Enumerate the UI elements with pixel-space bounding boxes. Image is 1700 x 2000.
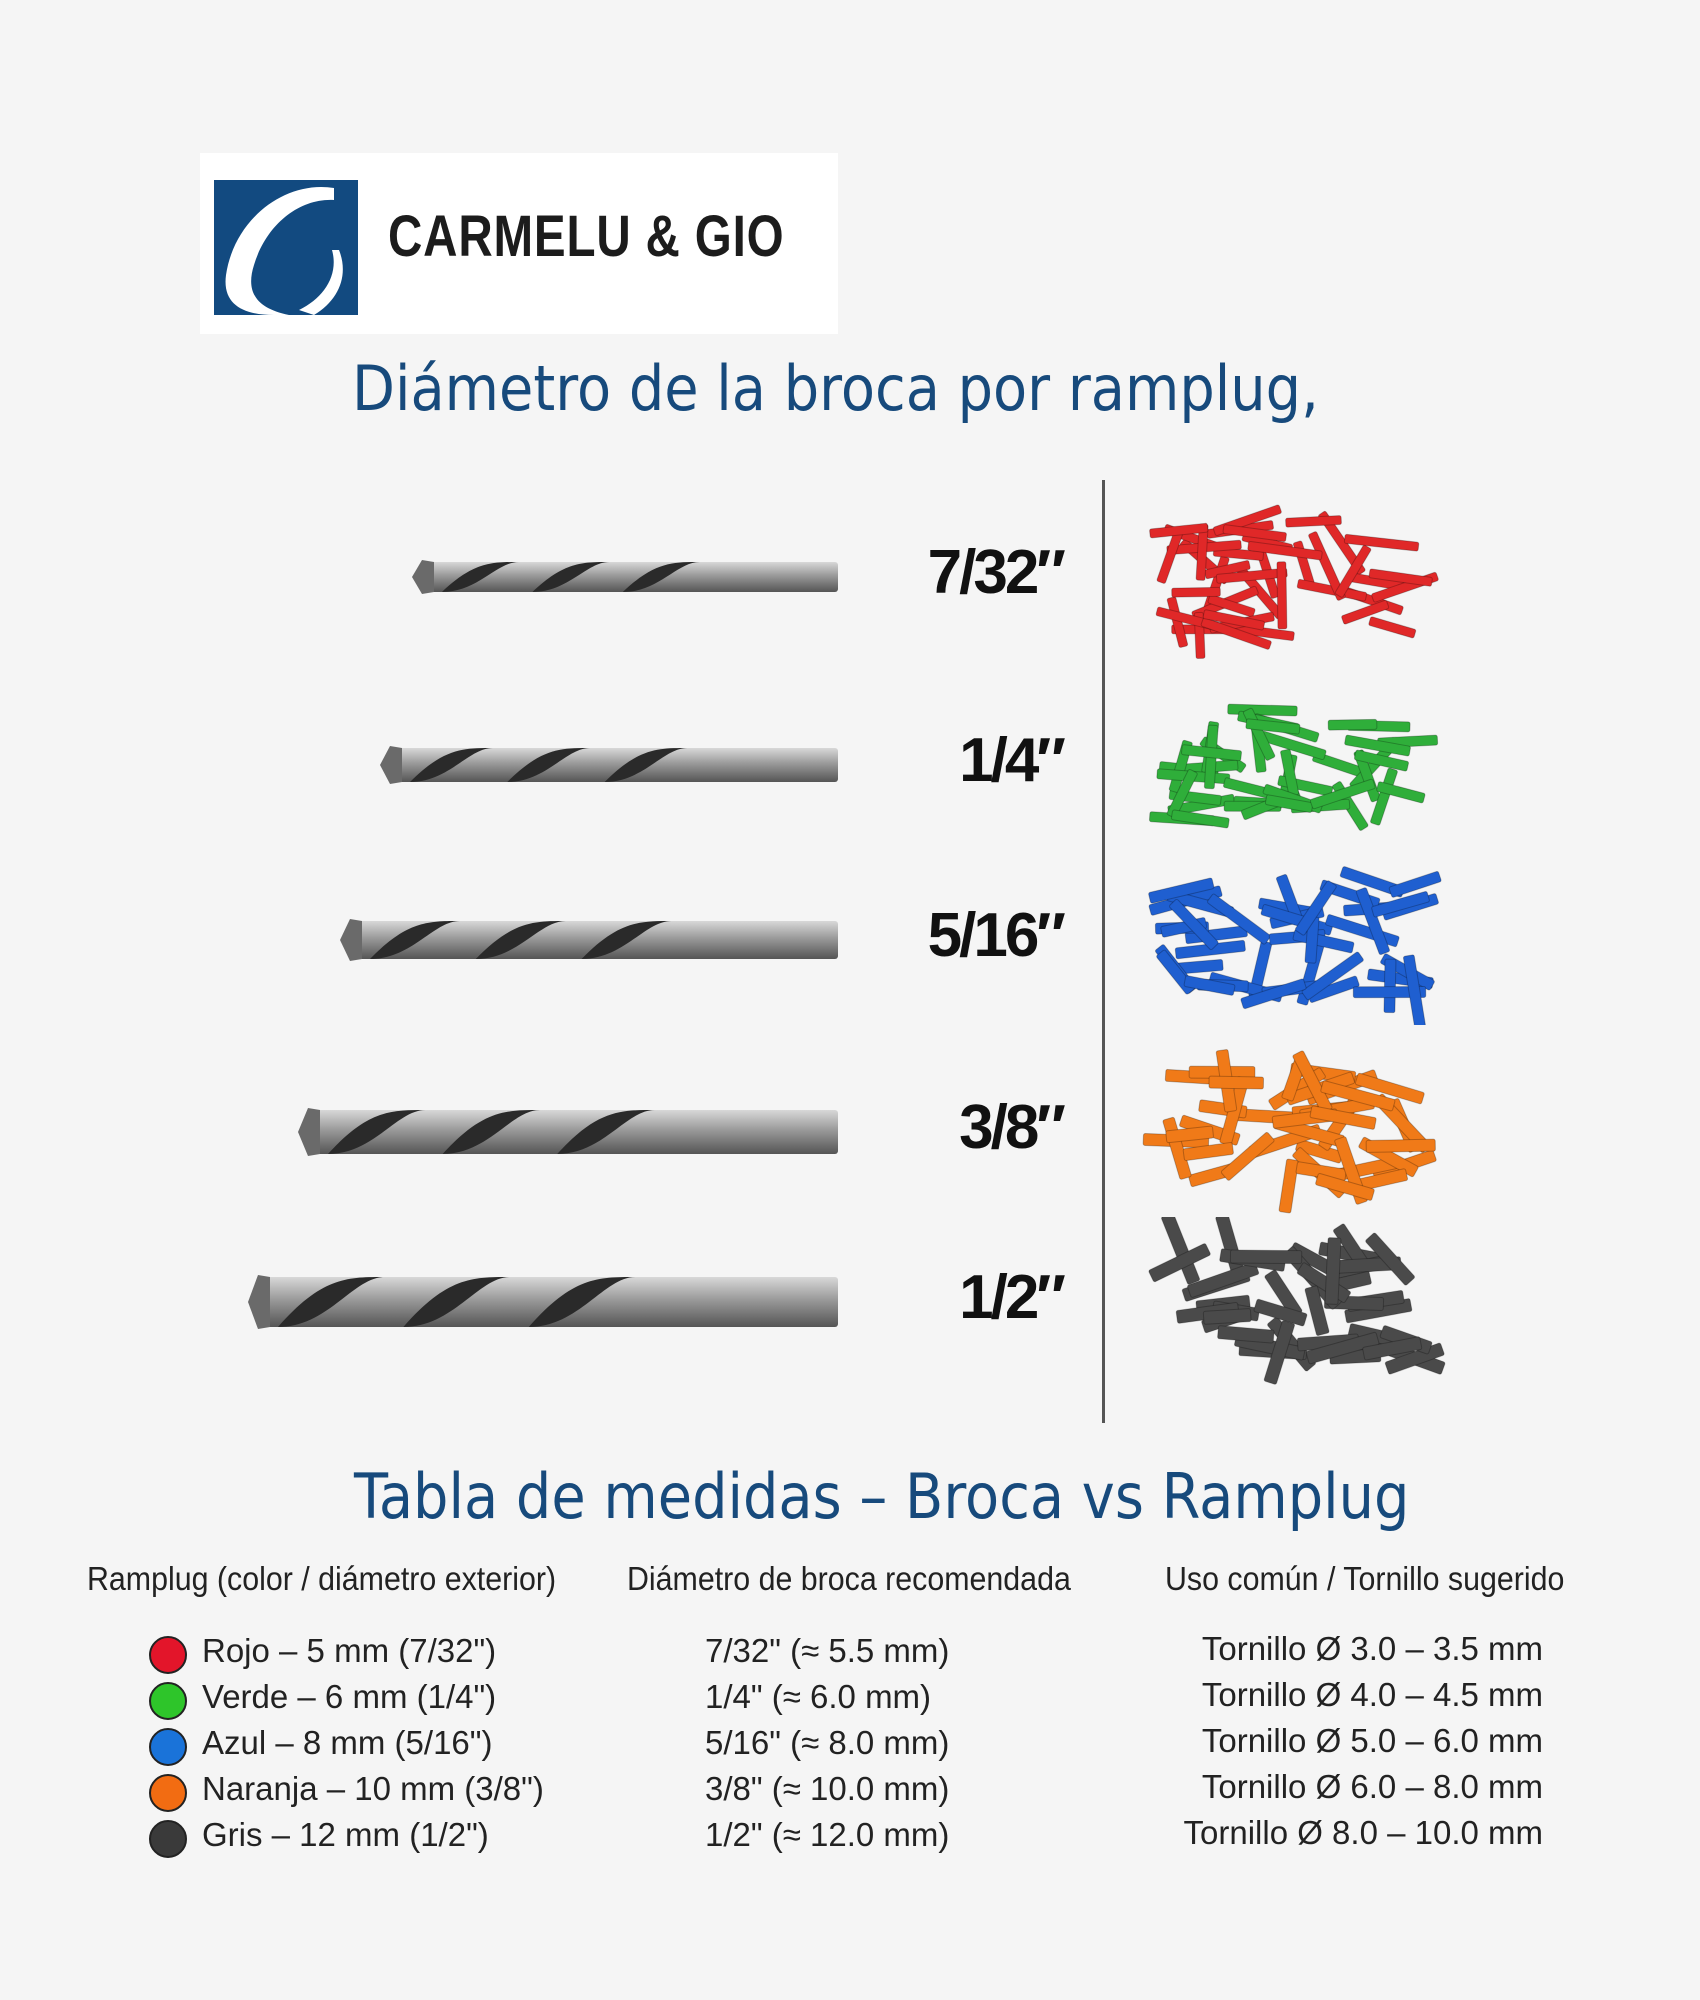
logo-c-mark-icon	[214, 180, 358, 315]
drill-size-label: 5/16″	[927, 901, 1066, 970]
broca-cell: 7/32" (≈ 5.5 mm)	[705, 1632, 950, 1669]
drill-bit-icon	[412, 560, 838, 594]
drill-bit-icon	[248, 1275, 838, 1329]
brand-name: CARMELU & GIO	[388, 204, 785, 269]
brand-logo: CARMELU & GIO	[200, 153, 838, 334]
ramplug-pile-icon	[1142, 1049, 1437, 1214]
ramplug-cell: Rojo – 5 mm (7/32")	[202, 1632, 497, 1669]
tornillo-cell: Tornillo Ø 3.0 – 3.5 mm	[1201, 1630, 1543, 1667]
drill-size-label: 3/8″	[959, 1093, 1066, 1162]
ramplug-pile-icon	[1148, 1217, 1446, 1385]
table-title: Tabla de medidas – Broca vs Ramplug	[354, 1460, 1410, 1533]
table-row: Azul – 8 mm (5/16") 5/16" (≈ 8.0 mm) Tor…	[0, 1722, 1700, 1770]
drill-size-label: 7/32″	[927, 538, 1066, 607]
ramplug-cell: Gris – 12 mm (1/2")	[202, 1816, 489, 1853]
drill-bit-icon	[380, 746, 838, 784]
table-row: Naranja – 10 mm (3/8") 3/8" (≈ 10.0 mm) …	[0, 1768, 1700, 1816]
broca-cell: 5/16" (≈ 8.0 mm)	[705, 1724, 950, 1761]
tornillo-cell: Tornillo Ø 8.0 – 10.0 mm	[1183, 1814, 1544, 1851]
drill-bit-icon	[340, 919, 838, 961]
color-dot-icon	[149, 1682, 187, 1720]
table-row: Rojo – 5 mm (7/32") 7/32" (≈ 5.5 mm) Tor…	[0, 1630, 1700, 1678]
broca-cell: 1/4" (≈ 6.0 mm)	[705, 1678, 932, 1715]
table-row: Gris – 12 mm (1/2") 1/2" (≈ 12.0 mm) Tor…	[0, 1814, 1700, 1862]
color-dot-icon	[149, 1774, 187, 1812]
drill-bit-icon	[298, 1108, 838, 1156]
ramplug-pile-icon	[1149, 504, 1439, 660]
ramplug-cell: Naranja – 10 mm (3/8")	[202, 1770, 544, 1807]
broca-cell: 3/8" (≈ 10.0 mm)	[705, 1770, 950, 1807]
page-title: Diámetro de la broca por ramplug,	[352, 352, 1319, 425]
drill-size-label: 1/2″	[959, 1263, 1066, 1332]
ramplug-pile-icon	[1148, 703, 1439, 831]
tornillo-cell: Tornillo Ø 6.0 – 8.0 mm	[1201, 1768, 1543, 1805]
color-dot-icon	[149, 1728, 187, 1766]
header-tornillo: Uso común / Tornillo sugerido	[1165, 1560, 1565, 1597]
divider	[1102, 480, 1105, 1423]
tornillo-cell: Tornillo Ø 4.0 – 4.5 mm	[1201, 1676, 1543, 1713]
header-broca: Diámetro de broca recomendada	[627, 1560, 1071, 1597]
tornillo-cell: Tornillo Ø 5.0 – 6.0 mm	[1201, 1722, 1543, 1759]
ramplug-cell: Azul – 8 mm (5/16")	[202, 1724, 493, 1761]
drill-size-label: 1/4″	[959, 726, 1066, 795]
ramplug-cell: Verde – 6 mm (1/4")	[202, 1678, 497, 1715]
color-dot-icon	[149, 1636, 187, 1674]
color-dot-icon	[149, 1820, 187, 1858]
header-ramplug: Ramplug (color / diámetro exterior)	[87, 1560, 557, 1597]
ramplug-pile-icon	[1148, 866, 1442, 1025]
table-row: Verde – 6 mm (1/4") 1/4" (≈ 6.0 mm) Torn…	[0, 1676, 1700, 1724]
broca-cell: 1/2" (≈ 12.0 mm)	[705, 1816, 950, 1853]
